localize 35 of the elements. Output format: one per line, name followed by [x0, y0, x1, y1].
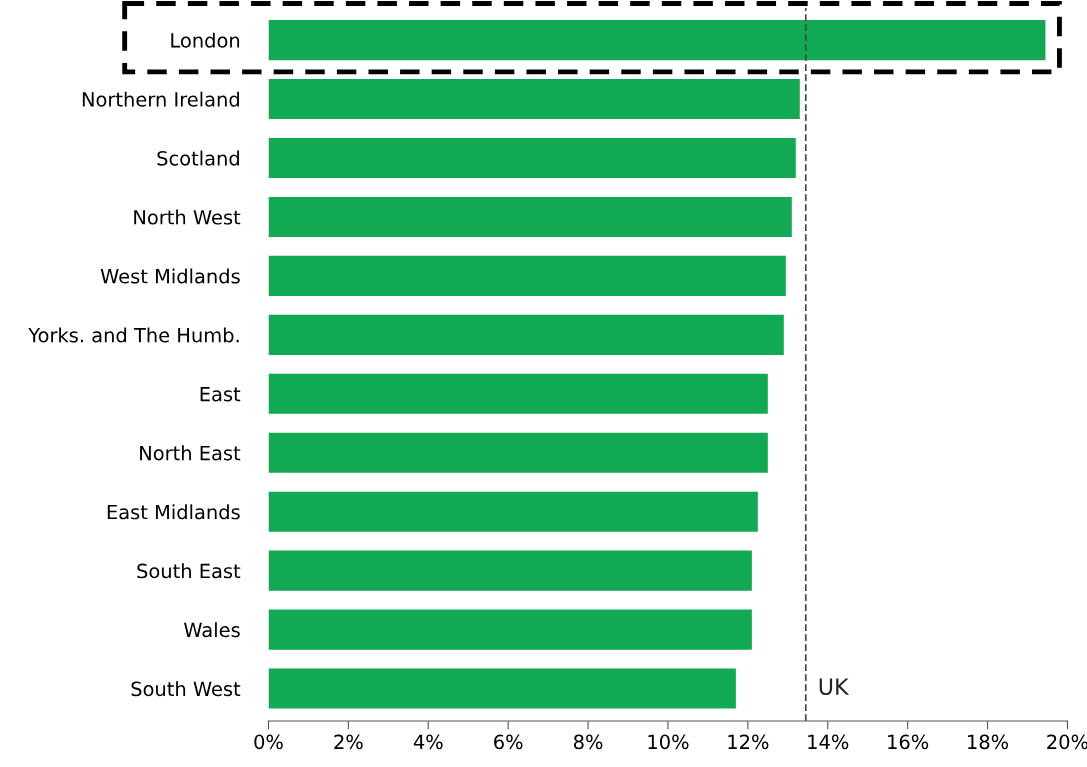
x-tick-label: 20%	[1047, 734, 1087, 750]
bar	[268, 491, 758, 532]
x-tick-label: 12%	[728, 734, 769, 750]
bar	[268, 137, 796, 179]
bar	[268, 255, 786, 296]
y-tick-label: Yorks. and The Humb.	[28, 327, 239, 343]
x-tick-label: 4%	[413, 734, 443, 750]
bar	[268, 196, 792, 237]
x-tick-label: 2%	[334, 734, 363, 750]
y-tick-label: West Midlands	[100, 268, 240, 284]
y-tick-label: North West	[134, 209, 241, 225]
x-tick-label: 16%	[888, 734, 929, 750]
y-tick-label: London	[171, 32, 240, 48]
y-tick-label: East Midlands	[107, 504, 240, 520]
y-tick-label: Scotland	[157, 150, 239, 166]
y-tick-label: Northern Ireland	[82, 91, 239, 107]
bar	[268, 668, 736, 709]
bar	[268, 609, 752, 650]
y-tick-label: North East	[140, 445, 241, 461]
bar	[268, 550, 752, 591]
bar	[268, 373, 768, 414]
x-tick-label: 14%	[808, 734, 849, 750]
bar	[268, 79, 800, 120]
x-tick-label: 10%	[648, 734, 689, 750]
bar	[268, 314, 784, 355]
y-tick-label: Wales	[183, 622, 240, 638]
ref-line-label: UK	[819, 678, 850, 695]
x-tick-label: 8%	[573, 734, 603, 750]
x-tick-label: 18%	[968, 734, 1009, 750]
x-tick-label: 0%	[254, 734, 283, 750]
bar	[268, 432, 768, 473]
x-tick-label: 6%	[494, 734, 523, 750]
y-tick-label: East	[200, 387, 241, 402]
y-tick-label: South West	[131, 681, 241, 697]
y-tick-label: South East	[137, 563, 241, 579]
